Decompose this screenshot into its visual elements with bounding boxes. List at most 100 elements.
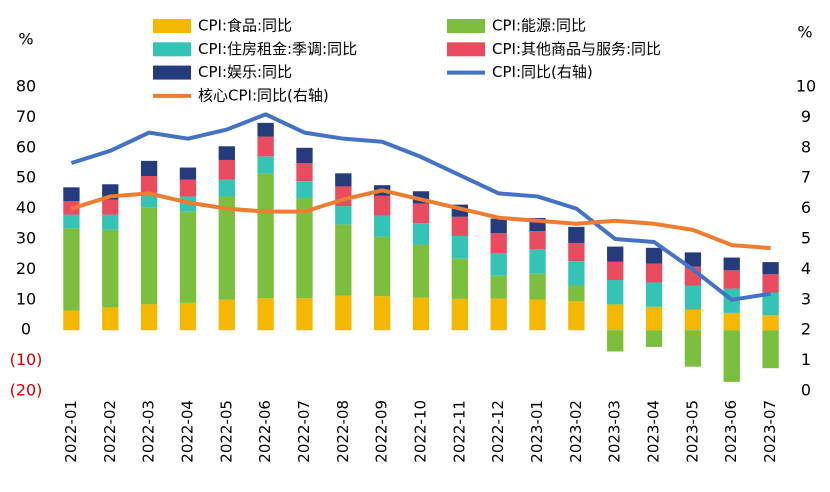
line-series <box>70 112 771 302</box>
bar-segment <box>102 307 119 331</box>
x-tick-label: 2022-08 <box>334 400 352 463</box>
bar-segment <box>63 214 80 229</box>
bar-segment <box>529 273 546 300</box>
y-tick-label: 20 <box>16 259 36 278</box>
bar-segment <box>296 298 313 331</box>
bar-segment <box>684 330 702 367</box>
bar-segment <box>374 236 391 297</box>
x-tick-label: 2022-11 <box>450 400 468 463</box>
bar-segment <box>762 330 779 369</box>
bar-segment <box>451 258 468 299</box>
bar-segment <box>257 298 274 331</box>
bar-segment <box>102 229 119 308</box>
bar-segment <box>140 176 158 193</box>
y-tick-label: 10 <box>16 289 36 308</box>
bar-segment <box>568 301 585 331</box>
y2-tick-label: 1 <box>801 350 811 369</box>
legend-swatch <box>153 42 191 57</box>
legend-swatch <box>447 19 485 33</box>
x-tick-label: 2023-07 <box>761 400 779 463</box>
x-tick-label: 2023-01 <box>528 400 546 463</box>
x-tick-label: 2022-01 <box>62 400 80 463</box>
bar-segment <box>568 242 585 262</box>
bar-segment <box>179 179 197 197</box>
bar-segment <box>140 304 158 331</box>
x-tick-label: 2022-03 <box>140 400 158 463</box>
bar-segment <box>412 244 430 298</box>
legend-label: 核心CPI:同比(右轴) <box>198 86 329 104</box>
legend-swatch <box>153 65 191 80</box>
bar-segment <box>490 218 507 234</box>
bar-segment <box>645 263 663 283</box>
bar-segment <box>335 173 352 187</box>
bar-segment <box>490 252 507 276</box>
legend-swatch <box>447 42 485 57</box>
y-tick-label: 70 <box>16 107 36 126</box>
bar-segment <box>451 235 468 259</box>
bar-segment <box>179 167 197 180</box>
bar-segment <box>218 196 235 300</box>
legend-label: CPI:娱乐:同比 <box>198 63 292 81</box>
bar-segment <box>684 309 702 331</box>
y-tick-label: 40 <box>16 198 36 217</box>
bar-segment <box>645 282 663 307</box>
y-tick-label: 60 <box>16 137 36 156</box>
x-tick-label: 2023-05 <box>683 400 701 463</box>
y2-tick-label: 3 <box>801 289 811 308</box>
bar-segment <box>568 261 585 286</box>
bar-segment <box>412 223 430 245</box>
x-tick-label: 2022-05 <box>217 400 235 463</box>
bar-segment <box>451 216 468 236</box>
bar-segment <box>296 163 313 182</box>
y2-tick-label: 10 <box>796 77 816 96</box>
bar-segment <box>257 156 274 174</box>
bar-segment <box>257 173 274 299</box>
bar-segment <box>335 224 352 296</box>
bar-segment <box>762 262 779 275</box>
y-tick-label: 50 <box>16 168 36 187</box>
bar-segment <box>296 147 313 163</box>
bar-segment <box>63 228 80 311</box>
bar-segment <box>684 285 702 310</box>
y2-tick-label: 4 <box>801 259 811 278</box>
bar-segment <box>762 274 779 293</box>
x-tick-label: 2022-06 <box>256 400 274 463</box>
y-tick-label: (10) <box>10 350 43 369</box>
x-tick-label: 2022-02 <box>101 400 119 463</box>
x-tick-label: 2022-04 <box>178 400 196 463</box>
y-tick-label: (20) <box>10 381 43 400</box>
bar-segment <box>296 181 313 198</box>
bar-segment <box>140 160 158 177</box>
bar-segment <box>645 306 663 331</box>
bar-segment <box>218 299 235 331</box>
bar-segment <box>607 261 624 281</box>
bar-segment <box>723 257 740 271</box>
y2-tick-label: 2 <box>801 320 811 339</box>
bar-segment <box>490 298 507 331</box>
bar-segment <box>179 211 197 303</box>
bar-segment <box>412 297 430 331</box>
bar-segment <box>645 330 663 347</box>
bar-segment <box>607 246 624 262</box>
bar-segment <box>102 214 119 230</box>
bar-segment <box>374 195 391 216</box>
bar-segment <box>179 302 197 331</box>
y-tick-label: 0 <box>21 320 31 339</box>
bar-segment <box>335 295 352 331</box>
bar-segment <box>218 179 235 197</box>
bar-segment <box>529 299 546 331</box>
line-series <box>70 188 771 251</box>
bar-segment <box>451 298 468 331</box>
bar-segment <box>529 249 546 274</box>
bar-segment <box>723 330 740 382</box>
y2-unit: % <box>797 23 812 42</box>
legend-label: CPI:住房租金:季调:同比 <box>198 40 357 58</box>
y2-tick-label: 5 <box>801 229 811 248</box>
x-tick-label: 2023-06 <box>722 400 740 463</box>
x-tick-label: 2022-12 <box>489 400 507 463</box>
legend-label: CPI:能源:同比 <box>492 17 586 35</box>
y2-tick-label: 6 <box>801 198 811 217</box>
bar-segment <box>257 136 274 157</box>
bar-segment <box>723 312 740 331</box>
